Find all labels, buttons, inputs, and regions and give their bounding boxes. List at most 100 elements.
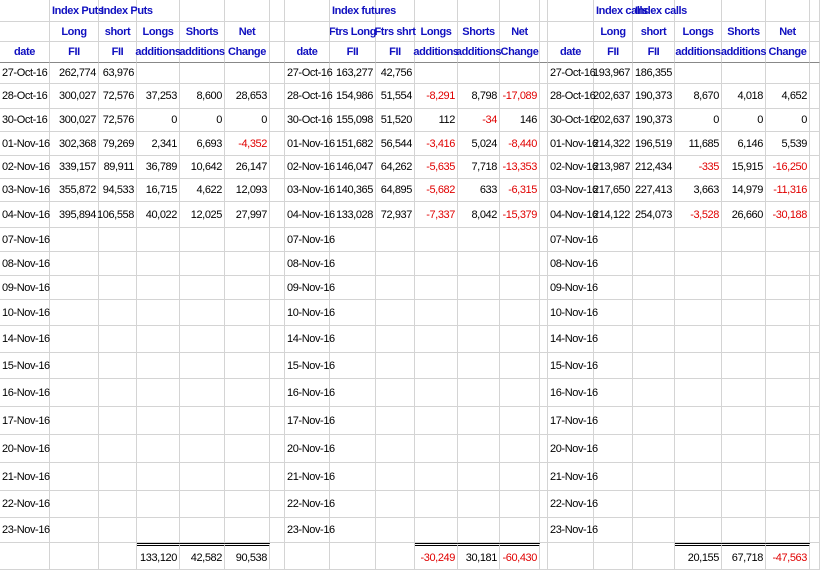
column-header: FII <box>633 42 675 63</box>
cell <box>137 353 180 379</box>
total-cell: 42,582 <box>180 543 225 570</box>
column-header: date <box>0 42 50 63</box>
cell <box>330 228 376 252</box>
value-cell: 300,027 <box>50 109 99 132</box>
cell <box>540 379 548 407</box>
cell <box>50 228 99 252</box>
cell <box>540 276 548 300</box>
cell <box>50 379 99 407</box>
value-cell: 355,872 <box>50 179 99 202</box>
cell <box>500 435 540 463</box>
cell <box>500 353 540 379</box>
cell <box>722 518 766 543</box>
total-cell: 90,538 <box>225 543 270 570</box>
cell <box>180 300 225 326</box>
value-cell: 262,774 <box>50 63 99 84</box>
cell <box>458 379 500 407</box>
cell <box>0 0 50 22</box>
cell <box>458 326 500 353</box>
value-cell: 26,660 <box>722 202 766 228</box>
cell <box>810 132 820 156</box>
cell <box>180 326 225 353</box>
cell <box>0 22 50 42</box>
value-cell: 154,986 <box>330 84 376 109</box>
cell <box>137 0 180 22</box>
value-cell: 14,979 <box>722 179 766 202</box>
cell <box>50 463 99 491</box>
cell <box>675 353 722 379</box>
value-cell: 28,653 <box>225 84 270 109</box>
date-cell: 07-Nov-16 <box>548 228 598 252</box>
cell <box>225 252 270 276</box>
cell <box>99 326 137 353</box>
cell <box>99 491 137 518</box>
column-header: Net <box>225 22 270 42</box>
cell <box>766 252 810 276</box>
column-header: Long <box>50 22 99 42</box>
value-cell: 2,341 <box>137 132 180 156</box>
cell <box>766 0 810 22</box>
cell <box>225 276 270 300</box>
value-cell: -3,528 <box>675 202 722 228</box>
total-cell: 20,155 <box>675 543 722 570</box>
cell <box>722 435 766 463</box>
date-cell: 01-Nov-16 <box>0 132 50 156</box>
date-cell: 04-Nov-16 <box>285 202 335 228</box>
cell <box>633 463 675 491</box>
cell <box>270 300 285 326</box>
column-header: Ftrs Long <box>329 22 376 42</box>
value-cell: 300,027 <box>50 84 99 109</box>
cell <box>810 202 820 228</box>
cell <box>540 156 548 179</box>
cell <box>330 518 376 543</box>
value-cell: 140,365 <box>330 179 376 202</box>
cell <box>540 228 548 252</box>
cell <box>540 543 548 570</box>
date-cell: 20-Nov-16 <box>285 435 335 463</box>
cell <box>270 543 285 570</box>
column-header: Change <box>500 42 540 63</box>
cell <box>722 63 766 84</box>
date-cell: 27-Oct-16 <box>0 63 50 84</box>
cell <box>458 63 500 84</box>
cell <box>633 407 675 435</box>
column-header: Longs <box>137 22 180 42</box>
cell <box>99 300 137 326</box>
column-header: additions <box>456 42 502 63</box>
cell <box>137 491 180 518</box>
value-cell: 186,355 <box>633 63 675 84</box>
cell <box>633 252 675 276</box>
cell <box>330 543 376 570</box>
cell <box>137 326 180 353</box>
cell <box>415 518 458 543</box>
value-cell: 3,663 <box>675 179 722 202</box>
cell <box>270 132 285 156</box>
cell <box>180 252 225 276</box>
column-header: short <box>633 22 675 42</box>
value-cell: 15,915 <box>722 156 766 179</box>
value-cell: 0 <box>675 109 722 132</box>
date-cell: 14-Nov-16 <box>285 326 335 353</box>
cell <box>766 463 810 491</box>
date-cell: 10-Nov-16 <box>0 300 50 326</box>
cell <box>722 463 766 491</box>
cell <box>270 156 285 179</box>
cell <box>810 109 820 132</box>
date-cell: 27-Oct-16 <box>285 63 333 84</box>
cell <box>810 179 820 202</box>
cell <box>766 326 810 353</box>
value-cell: -11,316 <box>766 179 810 202</box>
value-cell: 133,028 <box>330 202 376 228</box>
date-cell: 03-Nov-16 <box>285 179 335 202</box>
cell <box>810 300 820 326</box>
value-cell: 395,894 <box>50 202 99 228</box>
cell <box>594 300 633 326</box>
cell <box>225 435 270 463</box>
column-header: additions <box>675 42 722 63</box>
cell <box>415 0 458 22</box>
cell <box>99 435 137 463</box>
cell <box>330 353 376 379</box>
value-cell: 56,544 <box>376 132 415 156</box>
value-cell: -15,379 <box>500 202 540 228</box>
cell <box>137 63 180 84</box>
